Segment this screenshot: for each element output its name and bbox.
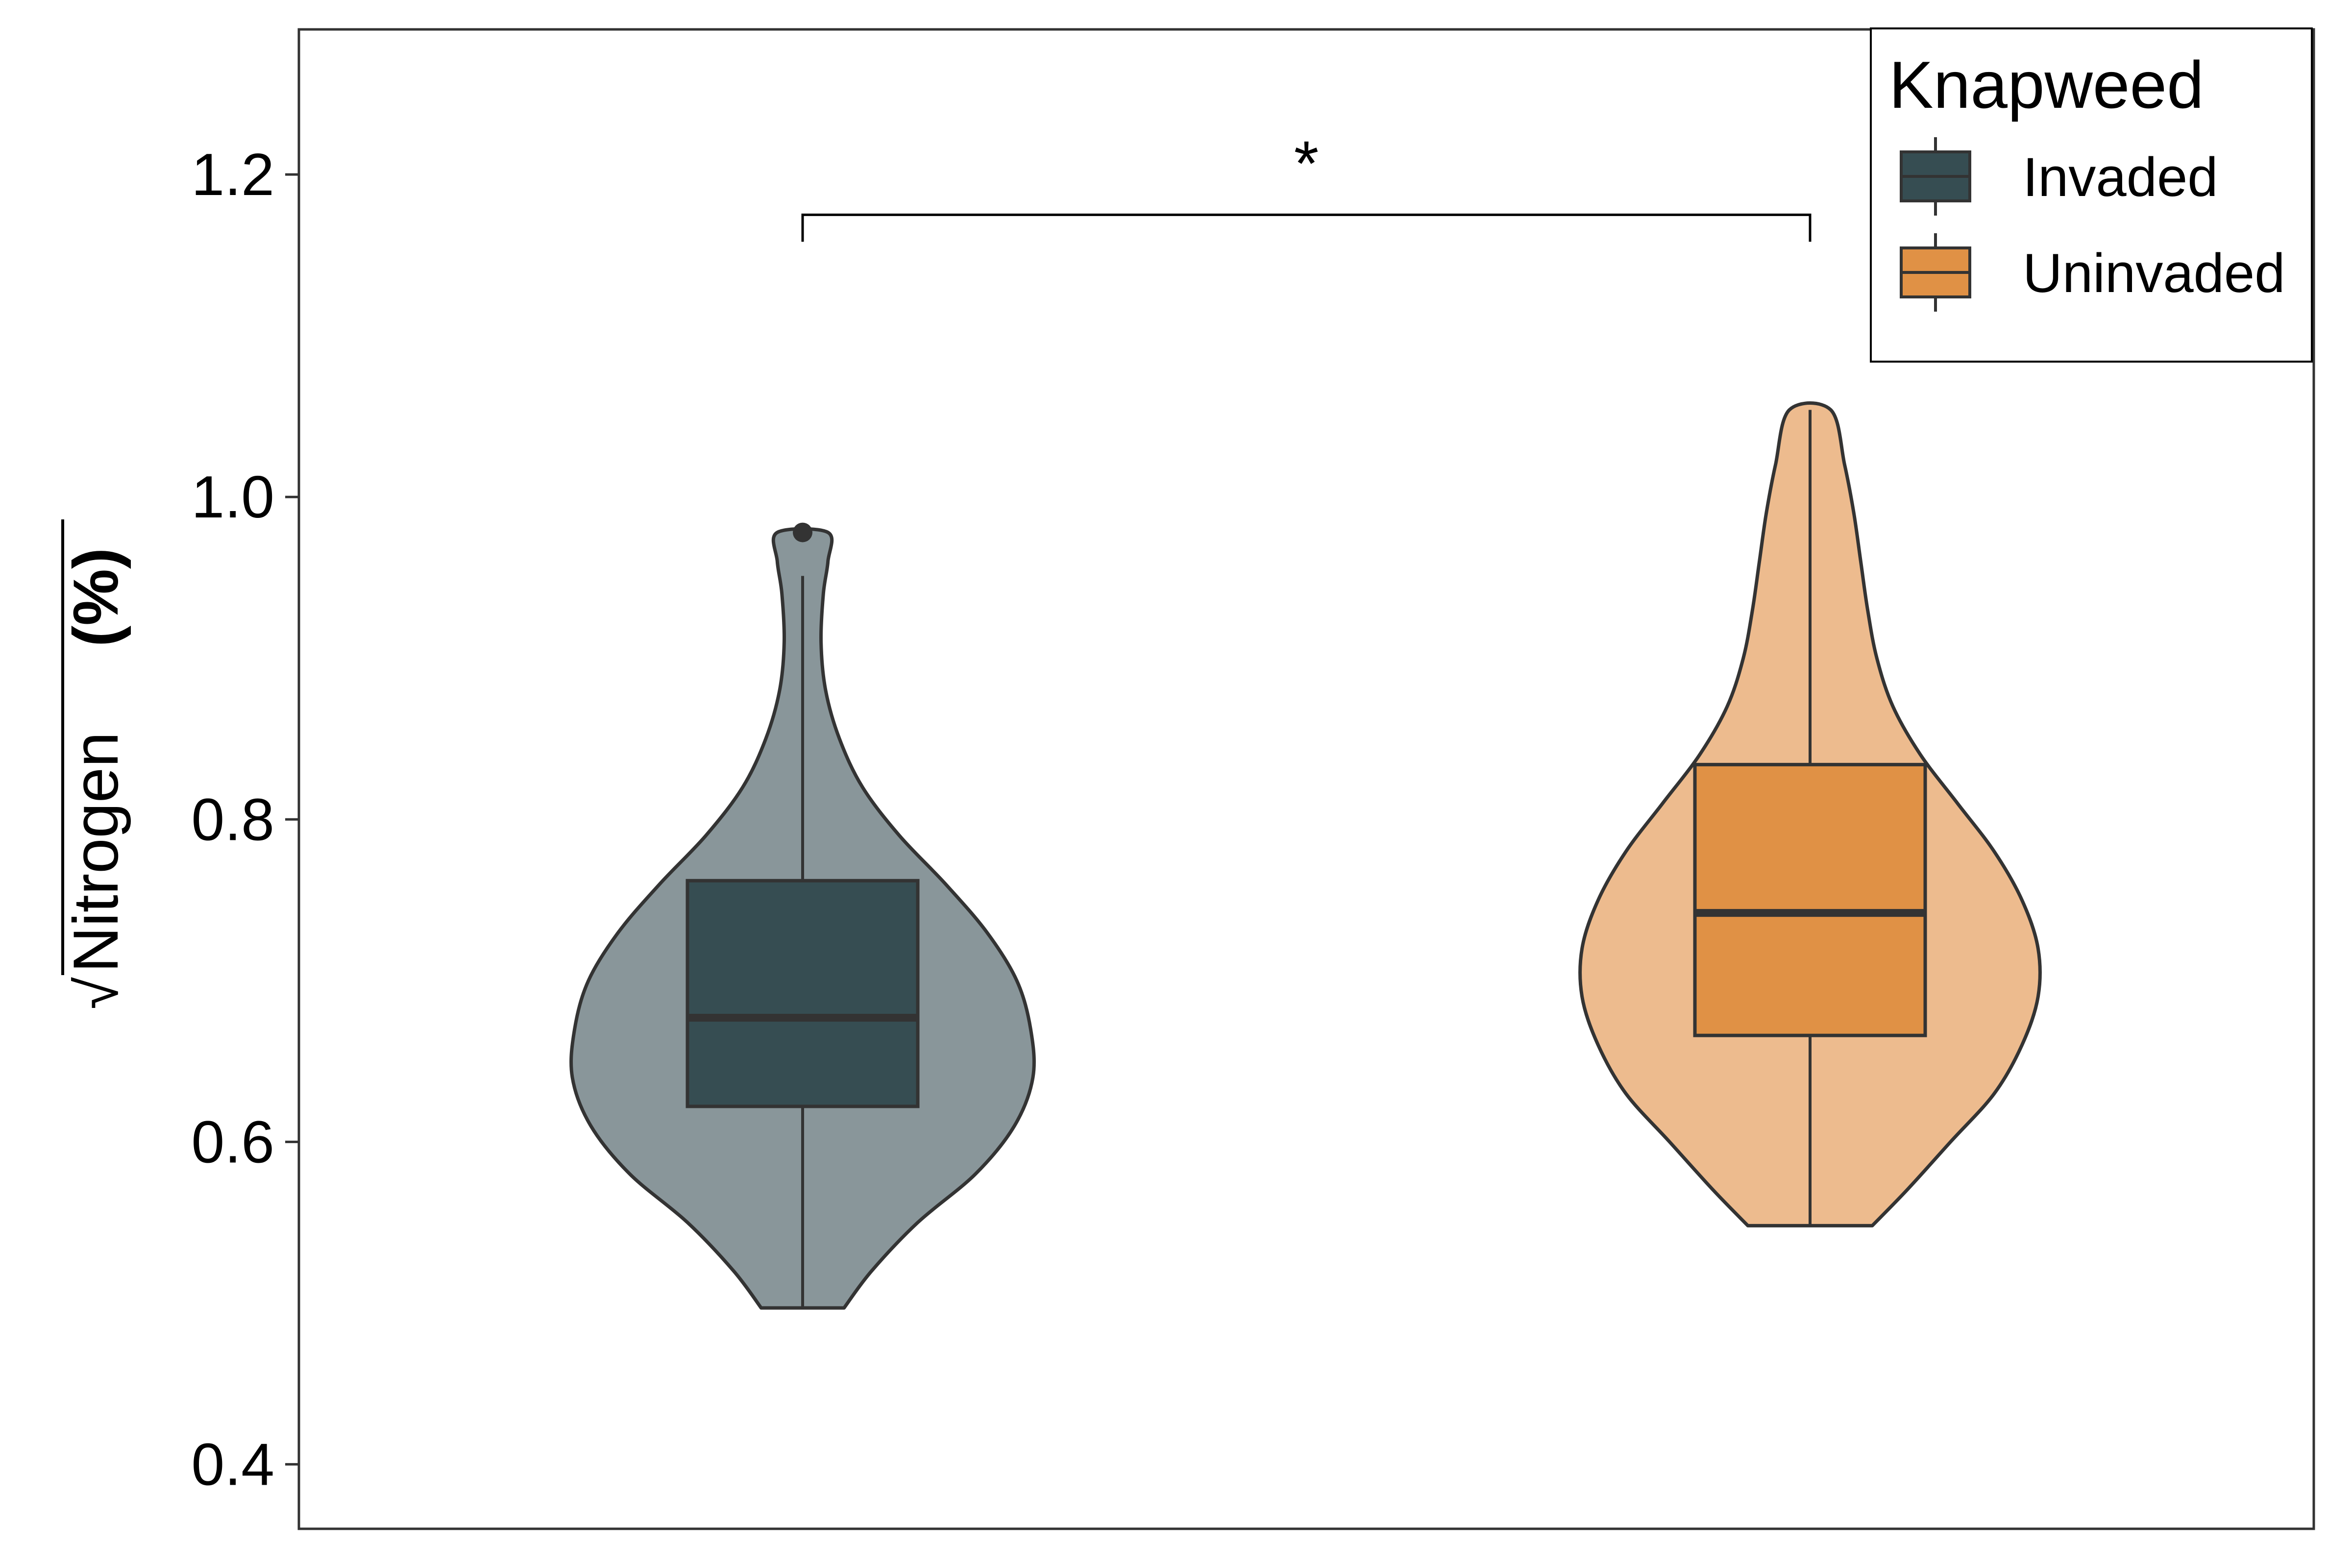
significance-bracket: * — [801, 127, 1812, 242]
legend: Knapweed Invaded Uninvaded — [1870, 27, 2313, 363]
boxplots — [686, 410, 1927, 1308]
box-uninvaded — [1693, 762, 1927, 1037]
legend-label-invaded: Invaded — [2023, 147, 2218, 208]
y-axis: 0.4 0.6 0.8 1.0 1.2 — [191, 141, 299, 1497]
y-tick-label: 0.6 — [191, 1108, 274, 1175]
y-tick-label: 0.8 — [191, 786, 274, 853]
y-tick-label: 1.2 — [191, 141, 274, 208]
legend-box — [1870, 27, 2313, 363]
significance-line — [801, 213, 1812, 242]
significance-label: * — [1294, 127, 1319, 199]
y-axis-title: √ Nitrogen (%) — [60, 519, 131, 1009]
y-tick-label: 1.0 — [191, 464, 274, 530]
legend-entries: Invaded Uninvaded — [1900, 137, 2285, 312]
y-axis-title-unit: (%) — [60, 548, 131, 647]
y-axis-title-text: Nitrogen — [60, 732, 131, 973]
legend-label-uninvaded: Uninvaded — [2023, 243, 2285, 304]
y-axis-title-radical: √ — [65, 977, 130, 1009]
y-tick-label: 0.4 — [191, 1431, 274, 1497]
outlier-point — [793, 522, 812, 542]
box-invaded — [686, 879, 920, 1108]
legend-title: Knapweed — [1889, 48, 2204, 122]
